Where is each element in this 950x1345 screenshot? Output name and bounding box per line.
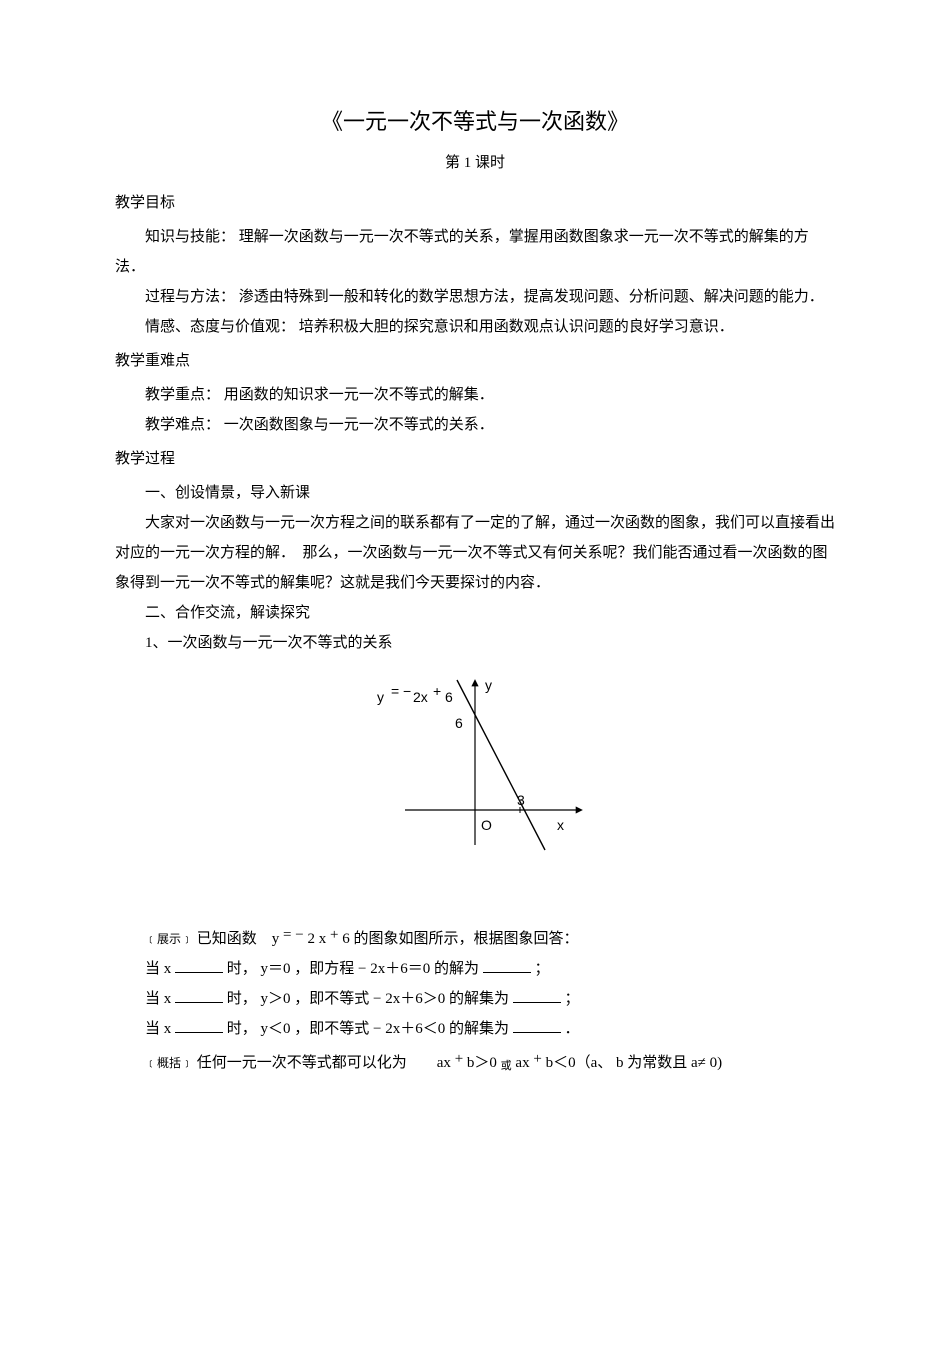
graph-eq-eq: = [391,683,399,699]
q2-a: 当 x [145,991,171,1007]
q2-c: ； [564,991,579,1007]
heading-process: 教学过程 [115,444,835,474]
heading-goals: 教学目标 [115,188,835,218]
step2-head: 二、合作交流，解读探究 [115,598,835,628]
function-graph: 3 6 y x O y = − 2x + 6 [345,670,605,860]
blank-field[interactable] [175,1017,223,1033]
graph-eq-plus: + [433,683,441,699]
goal-knowledge: 知识与技能： 理解一次函数与一元一次不等式的关系，掌握用函数图象求一元一次不等式… [115,222,835,282]
question-2: 当 x 时， y＞0 ，即不等式 − 2x＋6＞0 的解集为 ； [115,984,835,1014]
show-tag: ﹝展示﹞ [145,932,193,946]
show-pre: 已知函数 y [197,931,280,947]
question-3: 当 x 时， y＜0 ，即不等式 − 2x＋6＜0 的解集为 ． [115,1014,835,1044]
q1-c: ； [534,961,549,977]
hard-point: 教学难点： 一次函数图象与一元一次不等式的关系． [115,410,835,440]
goal-attitude: 情感、态度与价值观： 培养积极大胆的探究意识和用函数观点认识问题的良好学习意识． [115,312,835,342]
blank-field[interactable] [483,957,531,973]
summary-plus-1: + [455,1051,463,1067]
page-title: 《一元一次不等式与一次函数》 [115,100,835,144]
graph-origin: O [481,817,492,833]
key-point-text: 用函数的知识求一元一次不等式的解集． [224,387,494,403]
goal-process: 过程与方法： 渗透由特殊到一般和转化的数学思想方法，提高发现问题、分析问题、解决… [115,282,835,312]
goal-attitude-text: 培养积极大胆的探究意识和用函数观点认识问题的良好学习意识． [299,319,734,335]
graph-eq-6: 6 [445,689,453,705]
goal-process-label: 过程与方法： [145,289,235,305]
q3-a: 当 x [145,1021,171,1037]
question-1: 当 x 时， y＝0 ，即方程 − 2x＋6＝0 的解为 ； [115,954,835,984]
q3-c: ． [564,1021,579,1037]
key-point-label: 教学重点： [145,387,220,403]
step1-head: 一、创设情景，导入新课 [115,478,835,508]
show-eq: = [283,927,291,943]
show-suf: 6 的图象如图所示，根据图象回答： [342,931,578,947]
blank-field[interactable] [513,987,561,1003]
page-subtitle: 第 1 课时 [115,148,835,178]
summary-plus-2: + [533,1051,541,1067]
show-mid: 2 x [307,931,326,947]
summary-mid2: ax [515,1055,529,1071]
summary-line: ﹝概括﹞ 任何一元一次不等式都可以化为 ax + b＞0 或 ax + b＜0（… [115,1044,835,1078]
summary-mid1: b＞0 [467,1055,497,1071]
hard-point-text: 一次函数图象与一元一次不等式的关系． [224,417,494,433]
summary-or: 或 [501,1060,512,1072]
key-point: 教学重点： 用函数的知识求一元一次不等式的解集． [115,380,835,410]
graph-eq-y: y [377,689,384,705]
goal-attitude-label: 情感、态度与价值观： [145,319,295,335]
show-neg: − [295,927,303,943]
summary-tag: ﹝概括﹞ [145,1056,193,1070]
show-plus: + [330,927,338,943]
q1-b: 时， y＝0 ，即方程 − 2x＋6＝0 的解为 [227,961,479,977]
graph-eq-neg: − [403,683,411,699]
show-line: ﹝展示﹞ 已知函数 y = − 2 x + 6 的图象如图所示，根据图象回答： [115,920,835,954]
graph-tick-6: 6 [455,715,463,731]
blank-field[interactable] [513,1017,561,1033]
hard-point-label: 教学难点： [145,417,220,433]
q2-b: 时， y＞0 ，即不等式 − 2x＋6＞0 的解集为 [227,991,509,1007]
goal-process-text: 渗透由特殊到一般和转化的数学思想方法，提高发现问题、分析问题、解决问题的能力． [239,289,824,305]
graph-y-label: y [485,677,492,693]
graph-x-label: x [557,817,564,833]
step2-sub: 1、一次函数与一元一次不等式的关系 [115,628,835,658]
graph-tick-3: 3 [517,792,525,808]
graph-eq-2x: 2x [413,689,428,705]
q3-b: 时， y＜0 ，即不等式 − 2x＋6＜0 的解集为 [227,1021,509,1037]
heading-difficulty: 教学重难点 [115,346,835,376]
summary-pre: 任何一元一次不等式都可以化为 ax [197,1055,451,1071]
step1-body: 大家对一次函数与一元一次方程之间的联系都有了一定的了解，通过一次函数的图象，我们… [115,508,835,598]
blank-field[interactable] [175,987,223,1003]
blank-field[interactable] [175,957,223,973]
q1-a: 当 x [145,961,171,977]
goal-knowledge-label: 知识与技能： [145,229,235,245]
summary-suf: b＜0（a、 b 为常数且 a≠ 0) [546,1055,723,1071]
